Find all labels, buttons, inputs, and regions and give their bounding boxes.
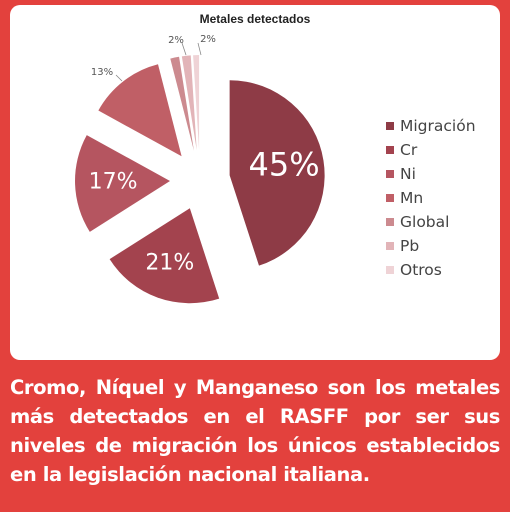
pie-chart: 45% 21% 17% 13% 2% 2% [75,34,325,304]
legend-swatch [386,170,394,178]
legend-item-global: Global [386,210,476,234]
pie-slice-otros [193,55,200,151]
slice-label-cr: 21% [145,251,194,276]
leader-line [197,42,202,56]
legend-swatch [386,242,394,250]
slice-label-global: 2% [168,35,184,46]
legend-swatch [386,146,394,154]
legend-swatch [386,194,394,202]
pie-slice-cr [109,208,220,304]
slice-label-mn: 13% [91,67,113,78]
leader-line [181,42,187,56]
chart-title: Metales detectados [199,12,311,26]
legend-label: Otros [400,261,442,279]
legend-item-ni: Ni [386,162,476,186]
caption-text: Cromo, Níquel y Manganeso son los metale… [10,376,500,486]
slice-label-migración: 45% [248,146,319,184]
leader-line [115,74,123,82]
legend-swatch [386,218,394,226]
legend-label: Migración [400,117,476,135]
legend-label: Mn [400,189,424,207]
pie-slice-ni [75,135,171,232]
slice-label-pb: 2% [200,34,216,45]
legend-label: Global [400,213,450,231]
pie-slice-mn [98,64,182,157]
chart-panel: 45% 21% 17% 13% 2% 2% Metales detectados Migr… [10,5,500,360]
legend-item-pb: Pb [386,234,476,258]
slice-label-ni: 17% [89,170,138,195]
legend-item-mn: Mn [386,186,476,210]
legend-item-migración: Migración [386,114,476,138]
legend-swatch [386,266,394,274]
legend-label: Pb [400,237,420,255]
pie-slice-global [170,56,194,151]
pie-slice-pb [181,55,197,151]
legend-item-otros: Otros [386,258,476,282]
legend-item-cr: Cr [386,138,476,162]
legend-label: Cr [400,141,418,159]
pie-slice-migración [229,80,325,266]
legend-swatch [386,122,394,130]
legend-label: Ni [400,165,416,183]
chart-legend: Migración Cr Ni Mn Global Pb Otros [386,114,476,282]
